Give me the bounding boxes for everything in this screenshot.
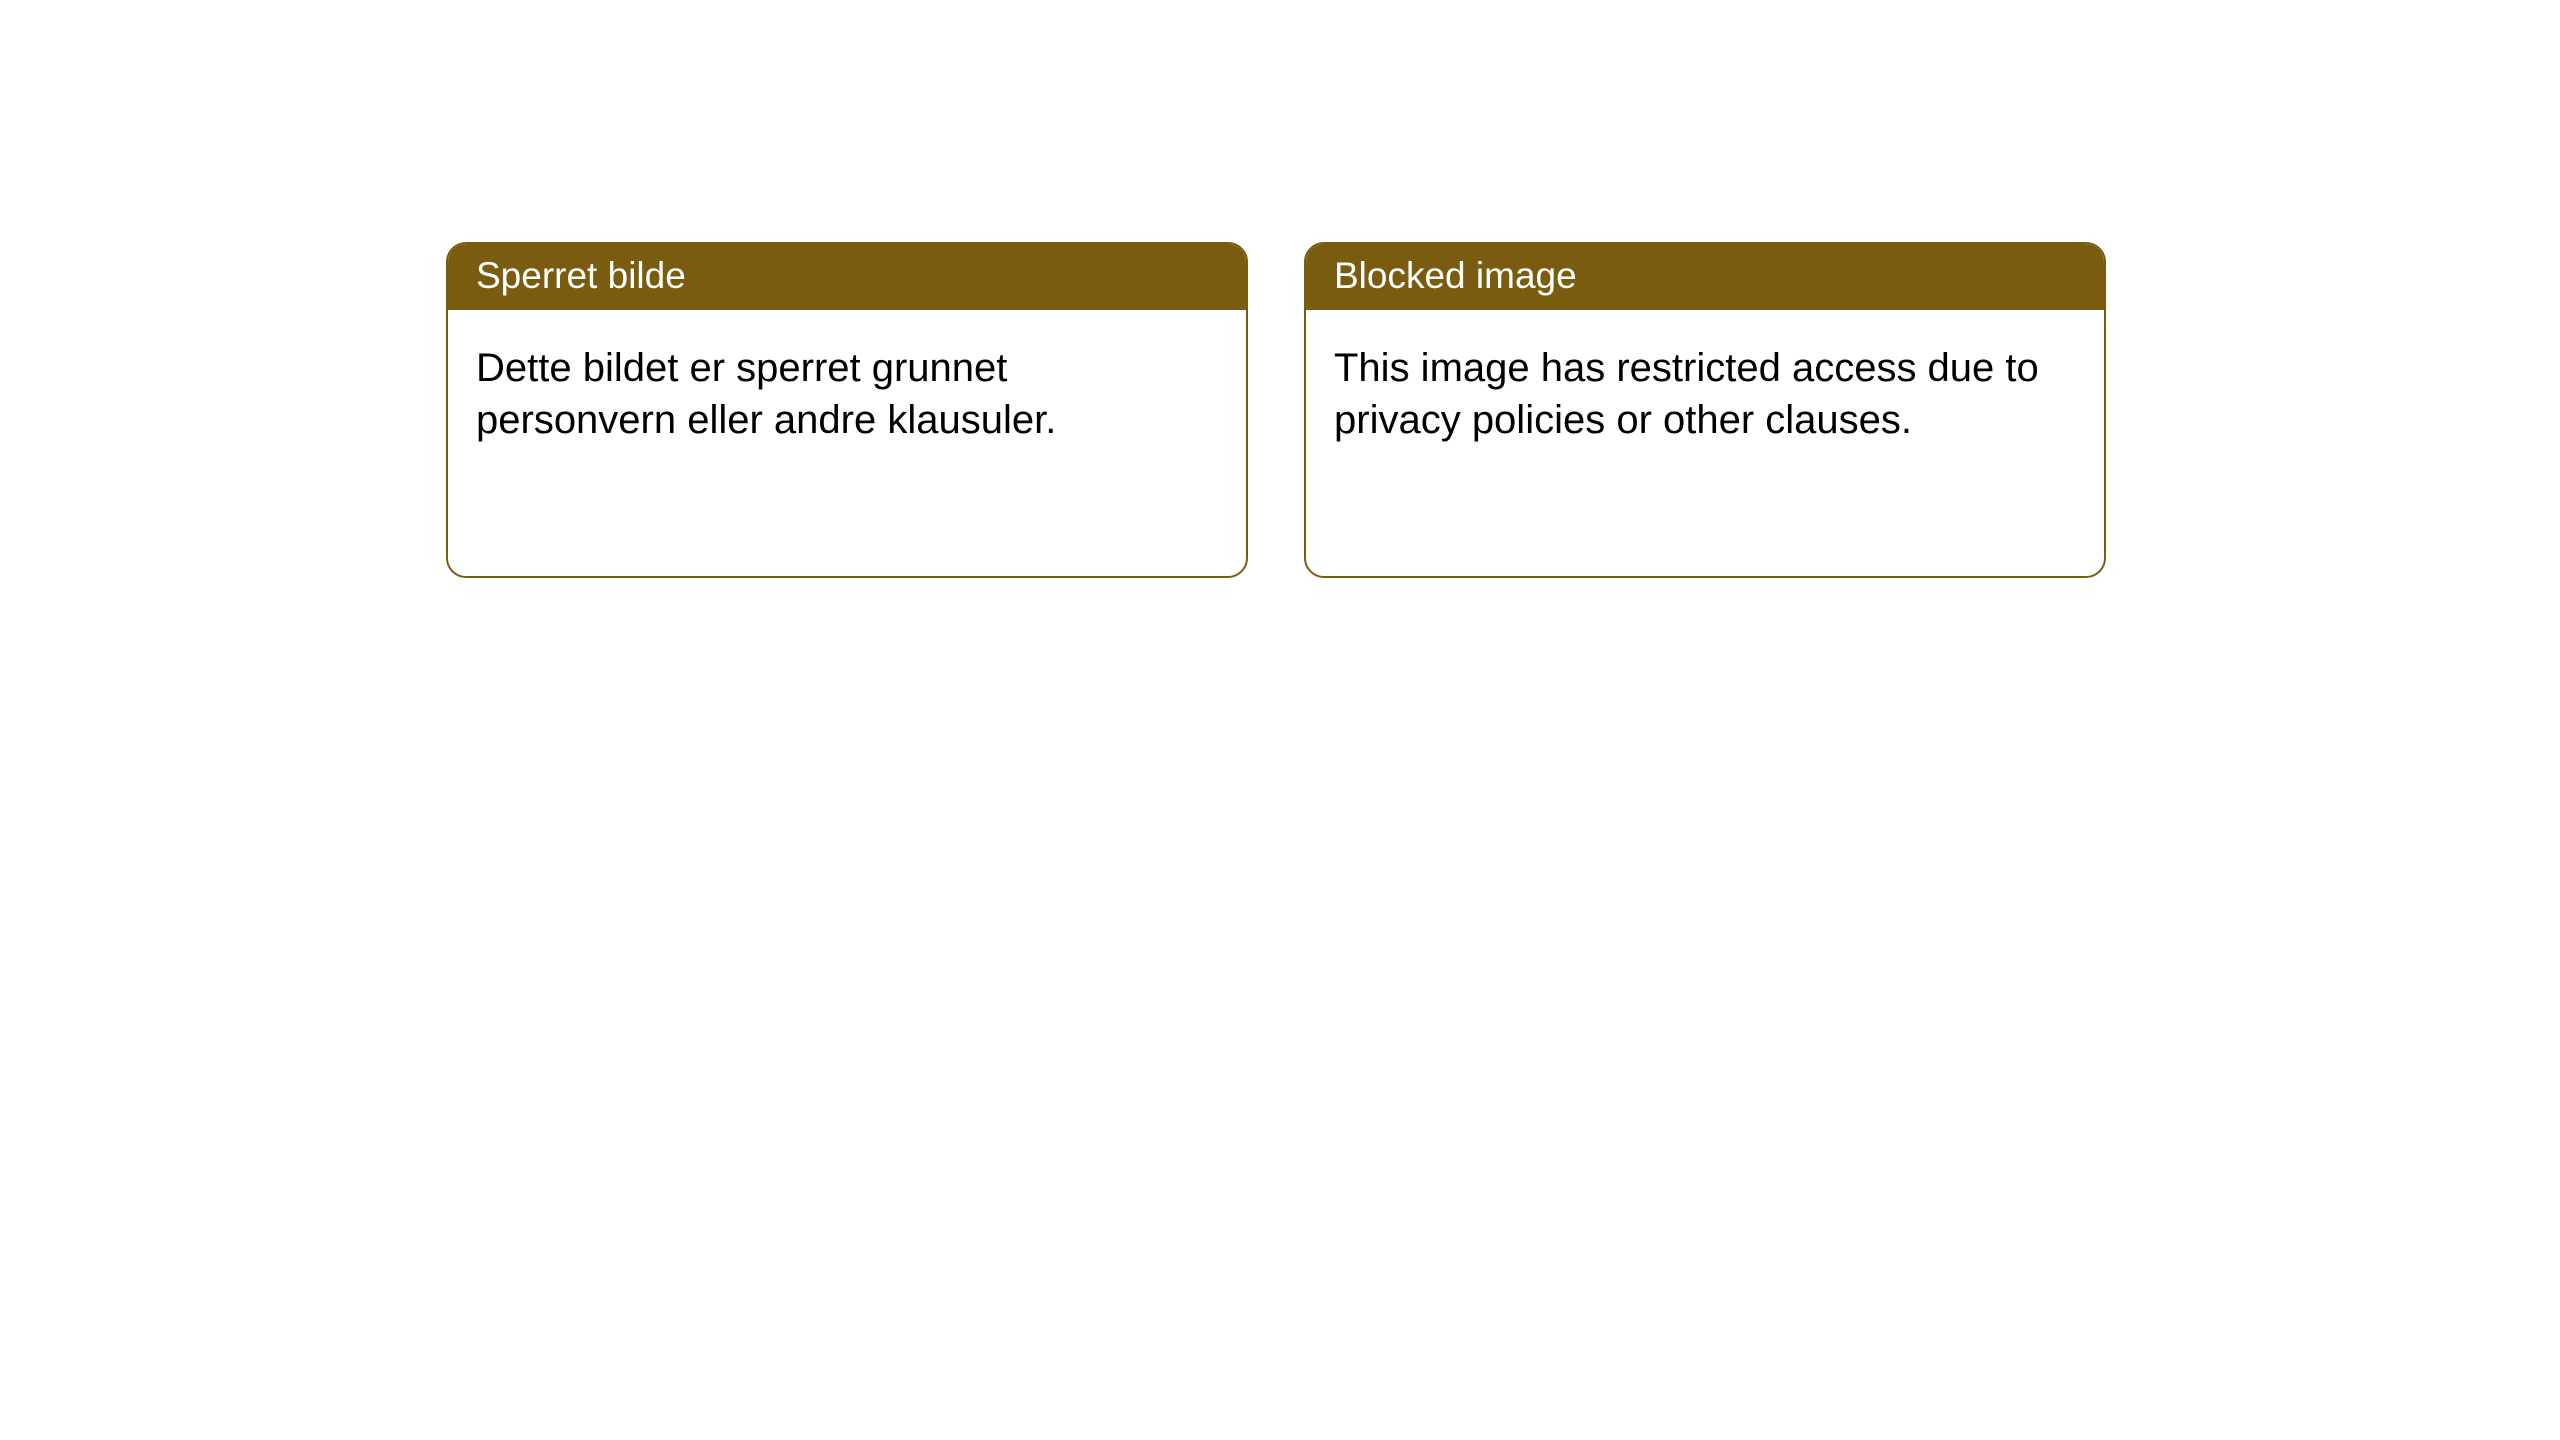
notice-body: Dette bildet er sperret grunnet personve…	[448, 310, 1246, 478]
notice-title: Blocked image	[1306, 244, 2104, 310]
notice-card-english: Blocked image This image has restricted …	[1304, 242, 2106, 578]
notice-card-norwegian: Sperret bilde Dette bildet er sperret gr…	[446, 242, 1248, 578]
notice-body: This image has restricted access due to …	[1306, 310, 2104, 478]
notice-title: Sperret bilde	[448, 244, 1246, 310]
notice-container: Sperret bilde Dette bildet er sperret gr…	[0, 0, 2560, 578]
